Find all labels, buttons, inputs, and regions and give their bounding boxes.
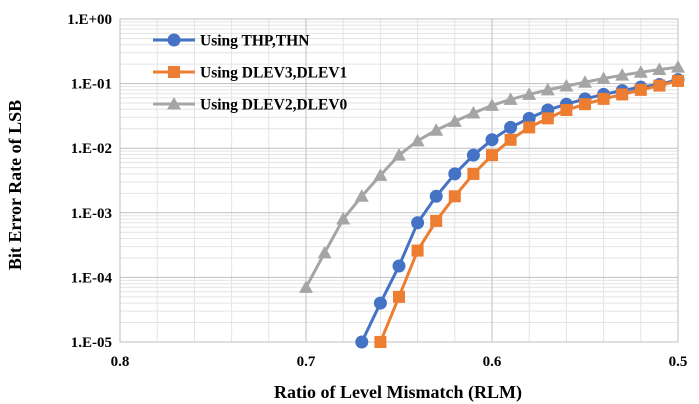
data-point: [616, 88, 629, 101]
legend-marker: [168, 66, 180, 78]
data-point: [485, 133, 499, 147]
data-point: [466, 148, 480, 162]
data-point: [430, 214, 443, 227]
y-tick-label: 1.E-03: [71, 206, 112, 222]
y-tick-label: 1.E-01: [71, 77, 112, 93]
x-tick-label: 0.6: [483, 354, 502, 370]
data-point: [653, 79, 666, 92]
legend-label: Using DLEV3,DLEV1: [200, 65, 347, 82]
data-point: [559, 78, 574, 92]
data-point: [410, 133, 425, 147]
data-point: [448, 167, 462, 181]
legend-entry: Using DLEV3,DLEV1: [153, 65, 347, 82]
data-point: [541, 112, 554, 125]
x-axis-tick-labels: 0.8 0.7 0.6 0.5: [111, 354, 688, 370]
data-point: [671, 60, 685, 73]
x-tick-label: 0.7: [297, 354, 316, 370]
y-axis-tick-labels: 1.E+00 1.E-01 1.E-02 1.E-03 1.E-04 1.E-05: [67, 12, 112, 351]
legend-entry: Using THP,THN: [153, 33, 309, 50]
data-point: [467, 167, 480, 180]
data-point: [503, 92, 518, 105]
legend-label: Using THP,THN: [200, 33, 309, 50]
data-point: [634, 83, 647, 96]
data-point: [354, 189, 369, 202]
y-tick-label: 1.E+00: [67, 12, 112, 28]
data-point: [429, 189, 443, 203]
plot-area-frame: [119, 18, 679, 343]
data-point: [336, 212, 351, 225]
data-point: [485, 98, 499, 111]
x-tick-label: 0.5: [669, 354, 688, 370]
x-tick-label: 0.8: [111, 354, 130, 370]
legend: Using THP,THN Using DLEV3,DLEV1 Using DLEV…: [153, 33, 348, 114]
data-point: [392, 148, 406, 161]
data-point: [429, 123, 444, 136]
data-point: [596, 71, 611, 84]
y-tick-label: 1.E-05: [71, 335, 112, 351]
legend-label: Using DLEV2,DLEV0: [200, 97, 348, 114]
data-point: [374, 336, 387, 348]
series-layer: [299, 60, 685, 349]
series-3: [299, 60, 685, 293]
data-point: [317, 245, 332, 259]
data-point: [299, 280, 313, 293]
y-axis-title: Bit Error Rate of LSB: [5, 100, 25, 270]
data-point: [373, 168, 388, 181]
data-point: [411, 244, 424, 257]
x-axis-title: Ratio of Level Mismatch (RLM): [274, 382, 522, 403]
data-point: [447, 114, 462, 127]
data-point: [633, 65, 648, 78]
data-point: [615, 68, 630, 81]
data-point: [540, 82, 555, 96]
data-point: [466, 106, 481, 119]
y-tick-label: 1.E-04: [71, 270, 113, 286]
data-point: [597, 92, 610, 105]
data-point: [448, 190, 461, 203]
y-tick-label: 1.E-02: [71, 141, 112, 157]
data-point: [393, 290, 405, 303]
legend-marker: [167, 33, 181, 47]
data-point: [486, 149, 498, 162]
legend-entry: Using DLEV2,DLEV0: [153, 97, 348, 114]
data-point: [523, 121, 536, 134]
data-point: [373, 296, 387, 310]
data-point: [672, 74, 684, 87]
data-point: [355, 335, 369, 349]
data-point: [579, 98, 591, 111]
data-point: [522, 87, 537, 100]
data-point: [578, 75, 592, 88]
data-point: [504, 120, 518, 134]
data-point: [392, 259, 406, 273]
data-point: [411, 216, 425, 230]
data-point: [652, 62, 667, 76]
legend-marker: [167, 97, 181, 110]
data-point: [504, 133, 517, 146]
series-2: [374, 74, 684, 348]
data-point: [560, 104, 573, 117]
